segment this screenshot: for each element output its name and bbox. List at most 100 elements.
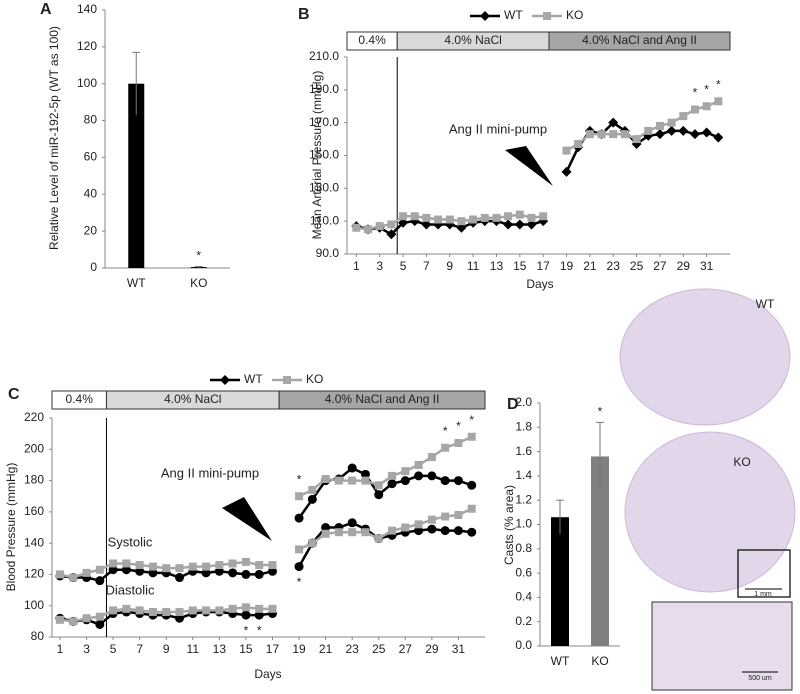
- scale-label: 1 mm: [754, 591, 772, 598]
- data-point: [294, 562, 304, 572]
- data-point: [148, 568, 158, 578]
- y-tick-label: 210.0: [309, 49, 339, 63]
- legend-marker: [480, 11, 490, 21]
- data-point: [514, 219, 525, 230]
- data-point: [427, 453, 436, 462]
- x-tick-label: KO: [190, 276, 207, 290]
- x-tick-label: 13: [213, 642, 227, 656]
- y-tick-label: 20: [84, 223, 98, 237]
- data-point: [387, 220, 396, 229]
- data-point: [655, 121, 664, 130]
- y-tick-label: 110.0: [310, 213, 339, 227]
- y-tick-label: 1.2: [515, 492, 532, 506]
- data-point: [689, 129, 700, 140]
- data-point: [175, 613, 185, 623]
- data-point: [457, 217, 466, 226]
- y-tick-label: 2.0: [515, 395, 532, 409]
- y-tick-label: 1.0: [515, 517, 532, 531]
- x-tick-label: 21: [319, 642, 333, 656]
- y-tick-label: 90.0: [316, 246, 340, 260]
- y-tick-label: 80: [84, 113, 98, 127]
- scale-label: 500 um: [748, 675, 772, 682]
- data-point: [667, 118, 676, 127]
- data-point: [254, 610, 264, 620]
- y-tick-label: 130.0: [309, 181, 339, 195]
- data-point: [95, 612, 104, 621]
- y-axis-title: Relative Level of miR-192-5p (WT as 100): [47, 26, 61, 250]
- phase-band: [278, 390, 486, 410]
- phase-label: 4.0% NaCl: [164, 392, 221, 406]
- phase-band: [548, 31, 731, 51]
- data-point: [347, 463, 357, 473]
- data-point: [360, 469, 370, 479]
- y-tick-label: 140: [77, 2, 97, 16]
- data-point: [492, 213, 501, 222]
- legend-marker: [543, 12, 551, 20]
- data-point: [375, 222, 384, 231]
- data-point: [215, 606, 224, 615]
- data-point: [255, 561, 264, 570]
- y-tick-label: 0: [90, 260, 97, 274]
- data-point: [714, 97, 723, 106]
- data-point: [348, 476, 357, 485]
- data-point: [574, 140, 583, 149]
- y-tick-label: 220: [24, 410, 44, 424]
- data-point: [388, 526, 397, 535]
- data-point: [241, 603, 250, 612]
- data-point: [539, 212, 548, 221]
- x-tick-label: 9: [446, 259, 453, 273]
- data-point: [526, 219, 537, 230]
- data-point: [434, 215, 443, 224]
- zoom-section: [651, 601, 793, 691]
- x-tick-label: 5: [110, 642, 117, 656]
- data-point: [421, 219, 432, 230]
- legend-label: WT: [244, 372, 263, 386]
- data-point: [202, 562, 211, 571]
- data-point: [121, 565, 131, 575]
- x-tick-label: 17: [266, 642, 280, 656]
- data-point: [308, 485, 317, 494]
- data-point: [175, 564, 184, 573]
- x-tick-label: 11: [467, 259, 480, 273]
- panel-letter: C: [8, 386, 20, 403]
- data-point: [414, 520, 423, 529]
- y-tick-label: 80: [31, 629, 45, 643]
- data-point: [348, 528, 357, 537]
- data-point: [294, 513, 304, 523]
- x-tick-label: 25: [372, 642, 386, 656]
- data-point: [386, 229, 397, 240]
- significance-mark: *: [297, 575, 302, 589]
- data-point: [374, 481, 383, 490]
- data-point: [241, 569, 251, 579]
- phase-label: 0.4%: [358, 33, 386, 47]
- y-tick-label: 1.6: [515, 444, 532, 458]
- x-tick-label: KO: [591, 654, 608, 668]
- data-point: [135, 566, 145, 576]
- x-tick-label: 23: [345, 642, 359, 656]
- data-point: [440, 526, 450, 536]
- x-tick-label: 29: [677, 259, 691, 273]
- data-point: [82, 614, 91, 623]
- significance-mark: *: [196, 249, 201, 263]
- x-tick-label: 15: [239, 642, 253, 656]
- data-point: [241, 610, 251, 620]
- data-point: [55, 615, 64, 624]
- y-tick-label: 40: [84, 186, 98, 200]
- significance-mark: *: [704, 82, 709, 96]
- y-tick-label: 190.0: [309, 82, 339, 96]
- x-tick-label: 5: [400, 259, 407, 273]
- data-point: [95, 576, 105, 586]
- panel-letter: D: [507, 396, 519, 413]
- significance-mark: *: [443, 424, 448, 438]
- data-point: [441, 443, 450, 452]
- x-tick-label: 31: [452, 642, 466, 656]
- y-tick-label: 140: [24, 535, 44, 549]
- data-point: [597, 130, 606, 139]
- x-tick-label: 3: [376, 259, 383, 273]
- data-point: [713, 132, 724, 143]
- phase-label: 4.0% NaCl: [444, 33, 501, 47]
- series-line: [59, 435, 473, 579]
- data-point: [527, 213, 536, 222]
- data-point: [321, 475, 330, 484]
- x-tick-label: WT: [551, 654, 570, 668]
